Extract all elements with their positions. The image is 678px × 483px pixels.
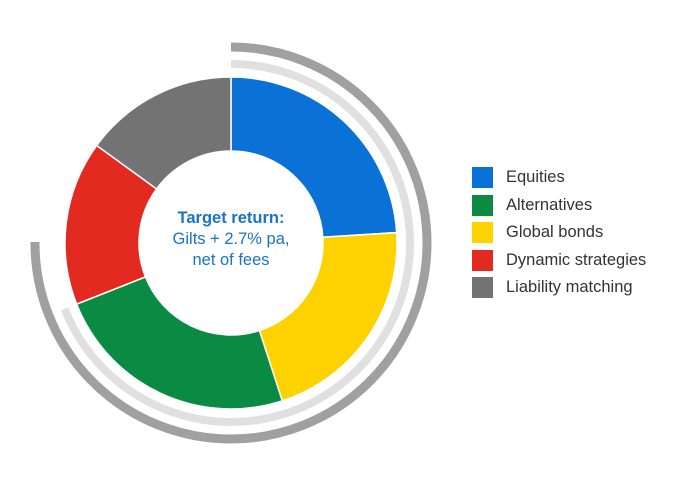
legend-label-alternatives: Alternatives [506,195,593,214]
outer-arc-dark [30,42,432,444]
legend-item-global-bonds: Global bonds [472,219,646,247]
legend-item-equities: Equities [472,164,646,192]
center-label: Target return: Gilts + 2.7% pa, net of f… [150,208,312,271]
legend-item-liability-matching: Liability matching [472,274,646,302]
legend-swatch-liability-matching [472,277,493,299]
legend-label-global-bonds: Global bonds [506,223,604,242]
slice-global-bonds [258,231,398,402]
center-line-1: Gilts + 2.7% pa, [172,230,290,248]
center-title: Target return: [177,209,285,227]
legend-swatch-global-bonds [472,222,493,244]
slice-liability-matching [95,76,232,190]
legend-item-alternatives: Alternatives [472,192,646,220]
outer-arc-light [60,60,414,426]
legend-swatch-alternatives [472,194,493,216]
outer-arcs [30,42,432,444]
center-line-2: net of fees [192,251,270,269]
legend-swatch-equities [472,167,493,189]
legend-item-dynamic-strategies: Dynamic strategies [472,247,646,275]
legend: Equities Alternatives Global bonds Dynam… [472,164,646,302]
legend-swatch-dynamic-strategies [472,249,493,271]
legend-label-dynamic-strategies: Dynamic strategies [506,250,647,269]
legend-label-liability-matching: Liability matching [506,278,633,297]
slice-alternatives [75,275,284,410]
slice-equities [230,76,398,239]
donut-slices [64,76,398,410]
legend-label-equities: Equities [506,168,565,187]
